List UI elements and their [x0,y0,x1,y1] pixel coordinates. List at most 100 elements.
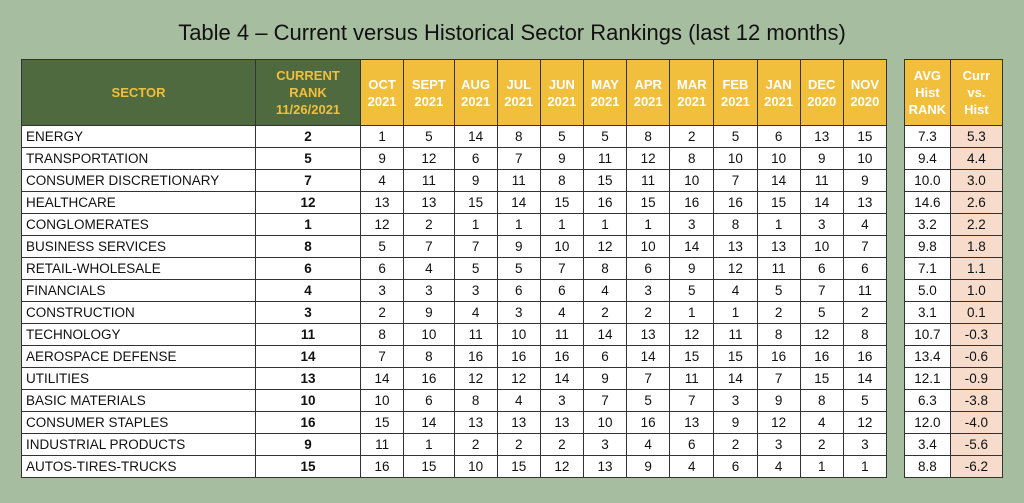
month-rank-cell: 4 [359,169,405,192]
month-rank-cell: 5 [669,279,715,302]
month-header-line: 2020 [807,93,837,109]
avg-hist-rank-cell: 8.8 [904,455,951,478]
month-header: AUG 2021 [453,59,498,126]
table-row: HEALTHCARE 12 13 13 15 14 15 16 15 16 16 15 14 13 [21,191,888,214]
month-rank-cell: 14 [799,191,844,214]
current-rank-cell: 1 [255,213,361,236]
month-rank-cell: 4 [756,455,801,478]
month-rank-cell: 9 [403,301,455,324]
month-rank-cell: 13 [403,191,455,214]
month-rank-cell: 1 [713,301,758,324]
sector-cell: BASIC MATERIALS [21,389,256,412]
month-rank-cell: 4 [453,301,498,324]
curr-vs-hist-cell: -5.6 [949,433,1004,456]
month-rank-cell: 10 [453,455,498,478]
month-rank-cell: 14 [496,191,541,214]
curr-vs-hist-cell: 0.1 [949,301,1004,324]
month-rank-cell: 8 [756,323,801,346]
current-rank-cell: 15 [255,455,361,478]
table-row: ENERGY 2 1 5 14 8 5 5 8 2 5 6 13 15 [21,125,888,148]
sector-header: SECTOR [21,59,256,126]
month-rank-cell: 5 [453,257,498,280]
summary-row: 3.1 0.1 [904,301,1004,324]
month-rank-cell: 6 [539,279,584,302]
month-rank-cell: 12 [453,367,498,390]
month-rank-cell: 5 [582,125,628,148]
month-rank-cell: 14 [539,367,584,390]
month-rank-cell: 8 [842,323,888,346]
month-rank-cell: 12 [626,147,671,170]
month-rank-cell: 8 [626,125,671,148]
month-rank-cell: 8 [713,213,758,236]
curr-vs-hist-cell: -6.2 [949,455,1004,478]
table-title: Table 4 – Current versus Historical Sect… [178,20,846,45]
month-header-line: 2021 [764,93,794,109]
month-header-line: 2020 [850,93,880,109]
sector-cell: AEROSPACE DEFENSE [21,345,256,368]
month-rank-cell: 14 [713,367,758,390]
month-rank-cell: 2 [842,301,888,324]
month-rank-cell: 15 [582,169,628,192]
month-rank-cell: 15 [626,191,671,214]
sector-cell: CONSTRUCTION [21,301,256,324]
month-rank-cell: 13 [626,323,671,346]
month-rank-cell: 5 [799,301,844,324]
month-rank-cell: 1 [626,213,671,236]
month-header-line: 2021 [677,93,707,109]
current-rank-cell: 14 [255,345,361,368]
sector-cell: TECHNOLOGY [21,323,256,346]
summary-row: 8.8 -6.2 [904,455,1004,478]
summary-row: 7.3 5.3 [904,125,1004,148]
month-rank-cell: 8 [359,323,405,346]
avg-hist-rank-cell: 5.0 [904,279,951,302]
month-header: JAN 2021 [756,59,801,126]
current-rank-cell: 8 [255,235,361,258]
month-rank-cell: 12 [496,367,541,390]
summary-row: 3.4 -5.6 [904,433,1004,456]
month-rank-cell: 5 [539,125,584,148]
current-rank-cell: 2 [255,125,361,148]
month-rank-cell: 7 [756,367,801,390]
month-rank-cell: 11 [799,169,844,192]
current-rank-cell: 12 [255,191,361,214]
month-header-line: 2021 [633,93,663,109]
current-rank-cell: 5 [255,147,361,170]
current-rank-cell: 11 [255,323,361,346]
month-rank-cell: 4 [539,301,584,324]
month-rank-cell: 4 [496,389,541,412]
month-header-line: MAR [677,76,707,92]
month-rank-cell: 6 [582,345,628,368]
table-row: CONGLOMERATES 1 12 2 1 1 1 1 1 3 8 1 3 4 [21,213,888,236]
month-rank-cell: 13 [669,411,715,434]
table-row: INDUSTRIAL PRODUCTS 9 11 1 2 2 2 3 4 6 2 3 2 3 [21,433,888,456]
month-rank-cell: 14 [756,169,801,192]
month-rank-cell: 13 [756,235,801,258]
summary-row: 12.0 -4.0 [904,411,1004,434]
month-rank-cell: 7 [713,169,758,192]
sector-cell: INDUSTRIAL PRODUCTS [21,433,256,456]
curr-vs-hist-header-line: Curr [962,68,991,83]
month-rank-cell: 4 [842,213,888,236]
month-rank-cell: 11 [669,367,715,390]
summary-row: 9.4 4.4 [904,147,1004,170]
month-rank-cell: 16 [669,191,715,214]
table-row: UTILITIES 13 14 16 12 12 14 9 7 11 14 7 15 14 [21,367,888,390]
month-rank-cell: 12 [582,235,628,258]
month-rank-cell: 5 [713,125,758,148]
month-header-line: JUL [506,76,532,92]
summary-row: 3.2 2.2 [904,213,1004,236]
month-rank-cell: 15 [713,345,758,368]
month-rank-cell: 9 [669,257,715,280]
month-rank-cell: 11 [403,169,455,192]
month-rank-cell: 3 [582,433,628,456]
month-header-line: 2021 [461,93,491,109]
month-header-line: JAN [765,76,792,92]
month-rank-cell: 2 [756,301,801,324]
month-rank-cell: 2 [713,433,758,456]
month-rank-cell: 8 [453,389,498,412]
month-rank-cell: 5 [403,125,455,148]
month-rank-cell: 12 [799,323,844,346]
current-rank-header-line: CURRENT [276,68,340,83]
month-header-line: 2021 [720,93,750,109]
sector-cell: AUTOS-TIRES-TRUCKS [21,455,256,478]
